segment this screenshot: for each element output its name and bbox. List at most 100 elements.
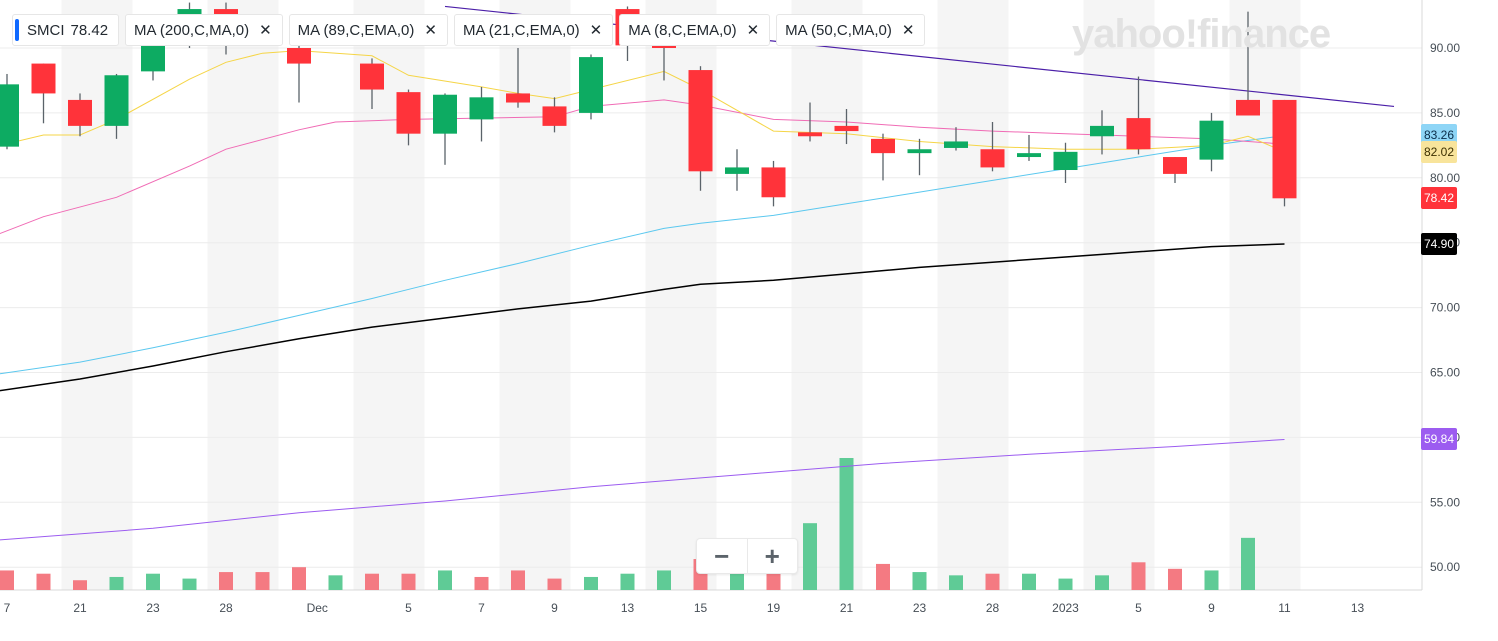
close-icon[interactable]: ✕ [259, 22, 272, 39]
day-band [207, 0, 279, 590]
volume-bar [1241, 537, 1255, 590]
volume-bar [328, 575, 343, 590]
x-tick-label: 11 [1278, 601, 1291, 615]
candle-down [542, 106, 567, 126]
candle-up [1199, 120, 1224, 160]
x-tick-label: 2023 [1052, 601, 1079, 615]
x-tick-label: 21 [840, 601, 854, 615]
volume-bar [876, 563, 890, 590]
volume-bar [146, 573, 160, 590]
x-tick-label: 28 [219, 601, 233, 615]
y-tick-label: 65.00 [1430, 366, 1460, 380]
symbol-chip[interactable]: SMCI 78.42 [12, 14, 120, 46]
indicator-chip-ema21[interactable]: MA (21,C,EMA,0) ✕ [453, 14, 614, 46]
candle-down [287, 48, 311, 64]
indicator-chip-ma200[interactable]: MA (200,C,MA,0) ✕ [125, 14, 283, 46]
volume-bar [584, 576, 598, 590]
symbol-label: SMCI [27, 21, 65, 39]
indicator-chip-ma50[interactable]: MA (50,C,MA,0) ✕ [776, 14, 926, 46]
indicator-label: MA (21,C,EMA,0) [462, 21, 580, 39]
y-tick-label: 70.00 [1430, 301, 1460, 315]
volume-bar [474, 576, 489, 590]
candle-down [1163, 157, 1187, 174]
day-band [1083, 0, 1155, 590]
candle-down [1236, 99, 1260, 116]
y-tick-label: 85.00 [1430, 106, 1460, 120]
volume-bar [839, 458, 854, 590]
x-tick-label: 23 [146, 601, 160, 615]
volume-bar [438, 570, 452, 590]
y-tick-label: 55.00 [1430, 495, 1460, 509]
x-tick-label: 19 [767, 601, 781, 615]
ma-line-ma200 [0, 243, 1285, 392]
indicator-label: MA (89,C,EMA,0) [297, 21, 415, 39]
candle-up [944, 141, 968, 148]
candle-up [433, 94, 457, 134]
price-tag: 59.84 [1421, 428, 1458, 451]
x-tick-label: 9 [551, 601, 558, 615]
x-tick-label: 7 [478, 601, 485, 615]
x-tick-label: Dec [307, 601, 328, 615]
volume-bar [547, 578, 562, 590]
symbol-color-marker [15, 19, 19, 41]
close-icon[interactable]: ✕ [901, 22, 915, 39]
x-tick-label: 13 [1351, 601, 1365, 615]
volume-bar [1095, 575, 1109, 590]
volume-bar [1131, 562, 1146, 590]
volume-bar [949, 575, 963, 590]
close-icon[interactable]: ✕ [746, 22, 760, 39]
candle-down [688, 70, 713, 172]
day-band [937, 0, 1009, 590]
x-tick-label: 28 [986, 601, 1000, 615]
y-tick-label: 90.00 [1430, 41, 1460, 55]
candle-down [1126, 118, 1151, 150]
candle-down [798, 132, 822, 137]
x-tick-label: 21 [73, 601, 87, 615]
candle-down [761, 167, 786, 198]
indicator-legend: SMCI 78.42 MA (200,C,MA,0) ✕ MA (89,C,EM… [12, 14, 926, 46]
candle-up [469, 97, 494, 120]
candle-up [907, 149, 932, 154]
x-tick-label: 5 [1135, 601, 1142, 615]
volume-bar [255, 572, 270, 590]
volume-bar [511, 570, 525, 590]
volume-bar [620, 573, 635, 590]
price-tag: 82.02 [1421, 140, 1458, 163]
x-tick-label: 7 [4, 601, 11, 615]
indicator-chip-ema89[interactable]: MA (89,C,EMA,0) ✕ [288, 14, 448, 46]
x-tick-label: 13 [621, 601, 635, 615]
volume-bar [1022, 573, 1036, 590]
candle-down [31, 63, 56, 94]
candle-down [834, 125, 859, 132]
volume-bar [803, 523, 817, 590]
day-band [499, 0, 571, 590]
close-icon[interactable]: ✕ [589, 22, 603, 39]
candle-up [1053, 151, 1078, 171]
zoom-in-button[interactable]: + [764, 540, 780, 571]
volume-bar [109, 576, 124, 590]
volume-bar [0, 570, 14, 590]
candle-down [871, 138, 895, 154]
indicator-chip-ema8[interactable]: MA (8,C,EMA,0) ✕ [619, 14, 771, 46]
volume-bar [36, 573, 51, 590]
candle-down [1272, 99, 1297, 199]
candle-up [104, 75, 129, 126]
volume-bar [1204, 570, 1219, 590]
ma-line-ma50 [0, 439, 1285, 541]
candle-up [1017, 153, 1041, 158]
candle-down [360, 63, 384, 90]
volume-bar [219, 572, 233, 590]
volume-bar [985, 573, 1000, 590]
yahoo-finance-logo: yahoo!finance [1072, 12, 1331, 56]
volume-bar [401, 573, 416, 590]
x-tick-label: 15 [694, 601, 708, 615]
y-tick-label: 80.00 [1430, 171, 1460, 185]
indicator-label: MA (200,C,MA,0) [134, 21, 250, 39]
volume-bar [657, 570, 671, 590]
close-icon[interactable]: ✕ [424, 22, 437, 39]
candle-down [506, 93, 530, 103]
indicator-label: MA (8,C,EMA,0) [628, 21, 737, 39]
zoom-out-button[interactable]: − [697, 539, 748, 573]
price-tag: 74.90 [1421, 232, 1458, 255]
